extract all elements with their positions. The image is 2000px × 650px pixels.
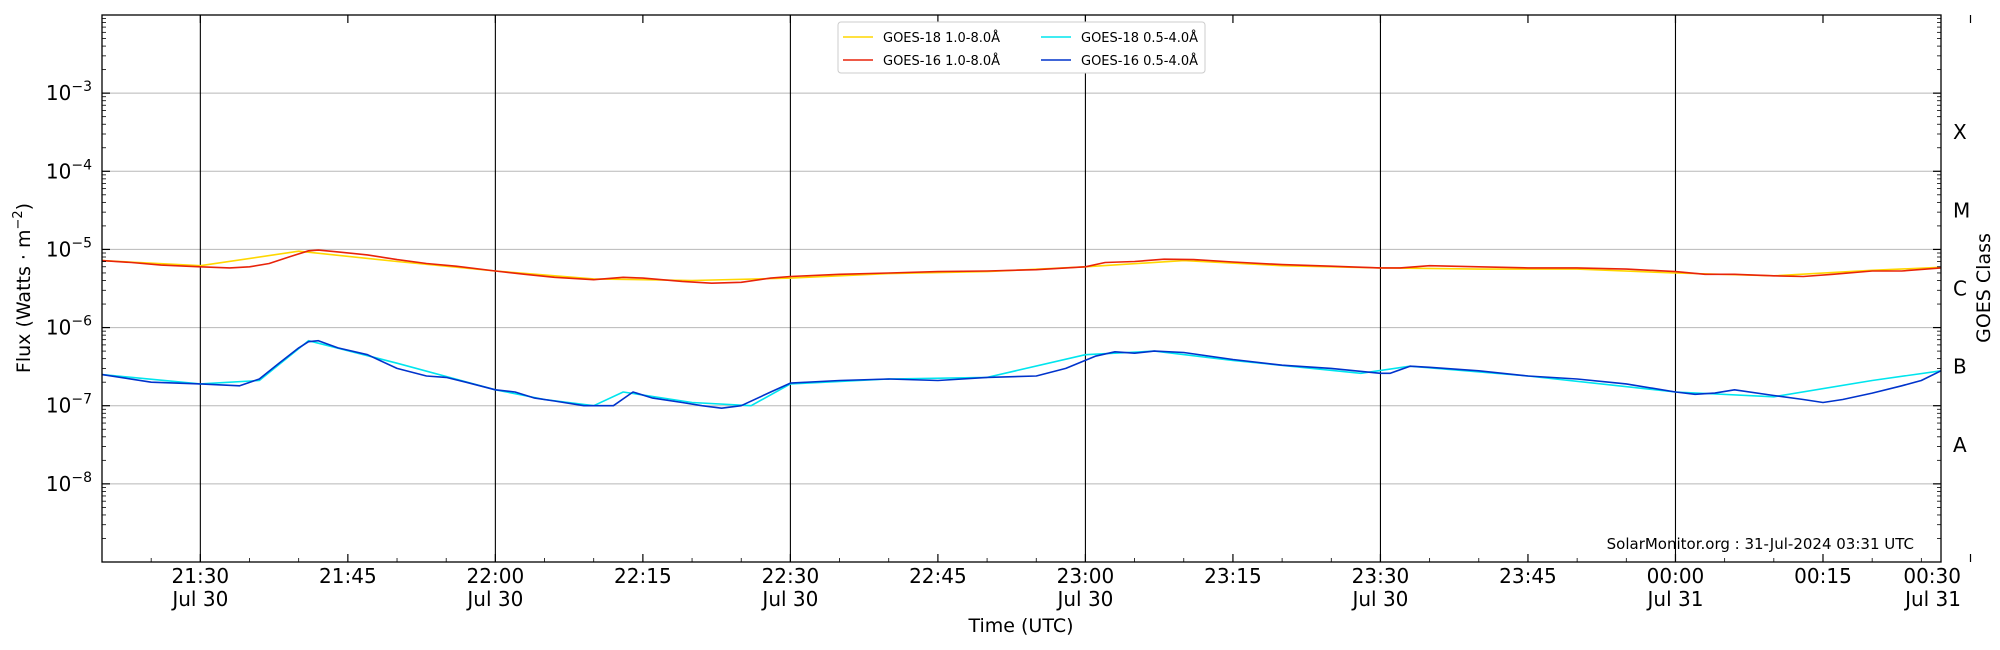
y-tick-label: 10−5 — [46, 235, 92, 261]
goes-class-axis-label: GOES Class — [1973, 233, 1995, 343]
x-tick-date: Jul 30 — [760, 587, 818, 611]
x-tick-time: 22:00 — [467, 564, 525, 588]
x-tick-date: Jul 31 — [1646, 587, 1704, 611]
x-tick-time: 21:45 — [319, 564, 377, 588]
series-line-2 — [101, 339, 1942, 407]
legend: GOES-18 1.0-8.0Å GOES-16 1.0-8.0Å GOES-18 … — [837, 21, 1206, 74]
x-tick-time: 22:15 — [614, 564, 672, 588]
y-tick-label: 10−3 — [46, 79, 92, 105]
x-tick-time: 22:45 — [909, 564, 967, 588]
x-tick-date: Jul 30 — [170, 587, 228, 611]
y-tick-label: 10−7 — [46, 392, 92, 418]
y-tick-label: 10−4 — [46, 157, 92, 183]
x-tick-date: Jul 30 — [1350, 587, 1408, 611]
goes-class-label: M — [1953, 198, 1970, 222]
y-tick-label: 10−6 — [46, 314, 92, 340]
legend-label: GOES-18 1.0-8.0Å — [883, 30, 1000, 46]
goes-class-label: X — [1953, 120, 1967, 144]
series-lines — [101, 249, 1942, 410]
legend-label: GOES-16 1.0-8.0Å — [883, 53, 1000, 69]
goes-class-label: A — [1953, 433, 1967, 457]
x-tick-time: 22:30 — [762, 564, 820, 588]
x-tick-time: 00:00 — [1647, 564, 1705, 588]
credit-text: SolarMonitor.org : 31-Jul-2024 03:31 UTC — [1607, 535, 1914, 553]
x-tick-date: Jul 31 — [1903, 587, 1961, 611]
legend-box — [837, 21, 1206, 74]
x-tick-time: 21:30 — [172, 564, 230, 588]
legend-label: GOES-18 0.5-4.0Å — [1081, 30, 1198, 46]
x-axis-label: Time (UTC) — [967, 615, 1073, 637]
y-tick-label: 10−8 — [46, 470, 92, 496]
x-tick-date: Jul 30 — [1055, 587, 1113, 611]
series-line-3 — [101, 339, 1942, 410]
legend-label: GOES-16 0.5-4.0Å — [1081, 53, 1198, 69]
plot-frame — [101, 14, 1942, 563]
x-tick-time: 23:45 — [1499, 564, 1557, 588]
x-tick-time: 23:30 — [1352, 564, 1410, 588]
series-line-1 — [101, 249, 1942, 285]
x-tick-time: 00:30 — [1903, 564, 1961, 588]
x-tick-time: 00:15 — [1794, 564, 1852, 588]
x-tick-time: 23:15 — [1204, 564, 1262, 588]
x-tick-date: Jul 30 — [465, 587, 523, 611]
x-tick-time: 23:00 — [1057, 564, 1115, 588]
goes-class-label: B — [1953, 355, 1967, 379]
grid-lines — [102, 15, 1941, 562]
y-axis-label: Flux (Watts · m−2) — [11, 203, 35, 373]
series-line-0 — [101, 250, 1942, 282]
goes-class-label: C — [1953, 277, 1967, 301]
